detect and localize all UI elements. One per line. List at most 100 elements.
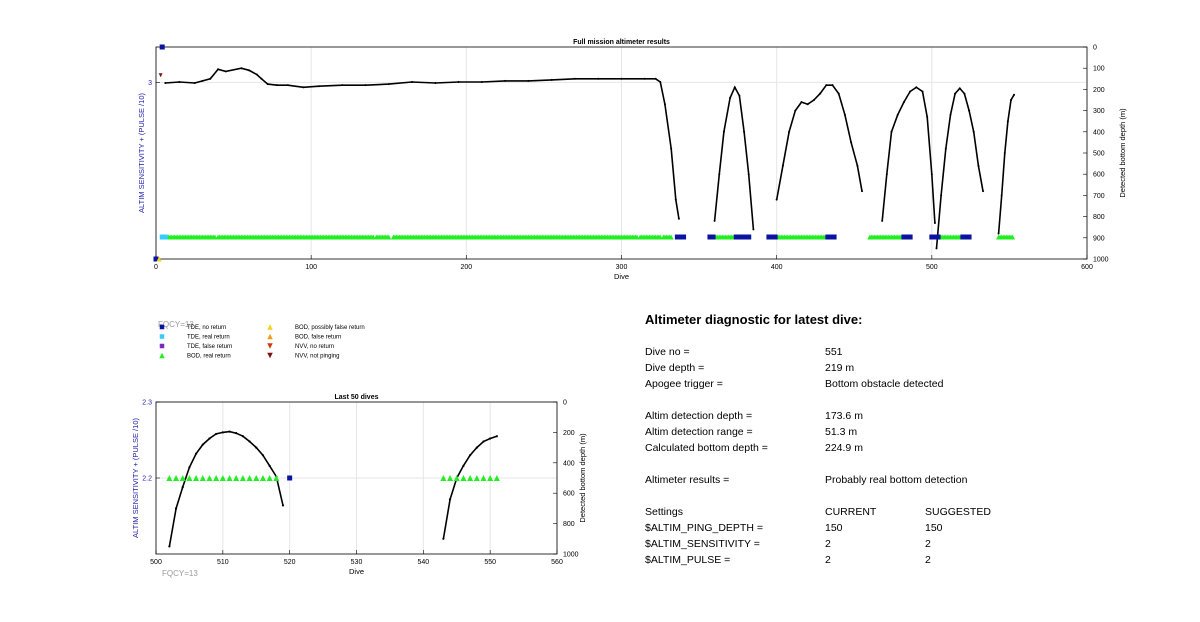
x-tick-label: 530	[351, 559, 363, 566]
depth-point	[670, 147, 673, 150]
y-left-tick-label: 3	[148, 80, 152, 87]
depth-point	[215, 432, 218, 436]
y-right-tick-label: 600	[1093, 172, 1105, 179]
depth-point	[480, 80, 483, 83]
x-tick-label: 550	[484, 559, 496, 566]
bod-real-return-marker	[460, 475, 467, 481]
depth-point	[317, 85, 320, 88]
depth-point	[1003, 152, 1006, 154]
setting-label: $ALTIM_PULSE =	[645, 554, 731, 566]
depth-point	[217, 68, 220, 71]
depth-point	[659, 80, 662, 83]
y-right-tick-label: 800	[1093, 214, 1105, 221]
settings-suggested-header: SUGGESTED	[925, 506, 991, 518]
setting-suggested: 2	[925, 554, 931, 566]
y-right-tick-label: 400	[563, 460, 575, 467]
bod-real-return-marker	[1010, 234, 1016, 240]
tde-no-return-marker	[746, 234, 752, 240]
bod-real-return-marker	[273, 475, 280, 481]
depth-point	[812, 99, 815, 101]
depth-point	[881, 219, 884, 222]
y-left-tick-label: 2.3	[142, 400, 152, 407]
depth-point	[885, 173, 888, 176]
depth-point	[302, 86, 305, 89]
depth-point	[442, 537, 445, 540]
legend-label: TDE, no return	[187, 325, 226, 331]
setting-suggested: 150	[925, 522, 943, 534]
depth-point	[201, 443, 204, 446]
diag-row-altimeter-results: Altimeter results = Probably real bottom…	[645, 474, 1165, 488]
y-right-tick-label: 100	[1093, 66, 1105, 73]
tde-no-return-marker	[681, 234, 687, 240]
bod-real-return-marker	[233, 475, 240, 481]
x-tick-label: 300	[616, 264, 628, 271]
depth-point	[268, 464, 271, 467]
diag-label: Dive depth =	[645, 362, 705, 374]
bod-real-return-marker	[173, 475, 180, 481]
bod-real-return-marker	[266, 475, 273, 481]
tde-no-return-marker	[287, 475, 293, 481]
depth-point	[248, 69, 251, 72]
legend-marker-triangle-up	[267, 324, 273, 330]
depth-point	[255, 446, 258, 449]
depth-point	[195, 452, 198, 455]
depth-series-line	[168, 430, 284, 547]
settings-header: Settings CURRENT SUGGESTED	[645, 506, 1165, 520]
depth-point	[550, 78, 553, 81]
nvv-not-pinging-marker	[158, 73, 163, 78]
depth-point	[775, 198, 778, 201]
x-tick-label: 100	[305, 264, 317, 271]
depth-point	[181, 486, 184, 489]
depth-point	[902, 101, 905, 104]
diag-row-detection-range: Altim detection range = 51.3 m	[645, 426, 1165, 440]
setting-suggested: 2	[925, 538, 931, 550]
depth-point	[193, 82, 196, 85]
depth-point	[915, 86, 918, 89]
diag-value: 51.3 m	[825, 426, 858, 438]
legend-marker-triangle-up	[159, 352, 165, 359]
x-tick-label: 540	[417, 559, 429, 566]
setting-current: 150	[825, 522, 843, 534]
diag-label: Dive no =	[645, 346, 690, 358]
depth-point	[921, 90, 924, 93]
bod-real-return-marker	[226, 475, 233, 481]
depth-point	[713, 219, 716, 222]
depth-point	[997, 232, 1000, 235]
tde-no-return-marker	[831, 234, 837, 240]
y-left-axis-label: ALTIM SENSITIVITY + (PULSE /10)	[137, 93, 146, 213]
legend-marker-triangle-down	[267, 343, 273, 349]
depth-point	[489, 437, 492, 440]
y-right-tick-label: 700	[1093, 193, 1105, 200]
depth-series-line	[997, 94, 1015, 234]
depth-point	[341, 84, 344, 87]
y-right-tick-label: 400	[1093, 129, 1105, 136]
depth-point	[260, 77, 263, 80]
depth-point	[733, 86, 736, 89]
setting-row-sensitivity: $ALTIM_SENSITIVITY = 2 2	[645, 538, 1165, 552]
bod-real-return-marker	[219, 475, 226, 481]
depth-point	[469, 454, 472, 457]
tde-no-return-marker	[159, 44, 165, 50]
depth-point	[174, 507, 178, 510]
setting-current: 2	[825, 554, 831, 566]
bod-real-return-marker	[213, 475, 220, 481]
y-right-tick-label: 200	[563, 430, 575, 437]
legend-label: BOD, real return	[187, 354, 231, 360]
depth-point	[806, 103, 809, 106]
diag-value: Bottom obstacle detected	[825, 378, 944, 390]
depth-point	[261, 454, 265, 457]
bod-real-return-marker	[253, 475, 260, 481]
bod-real-return-marker	[453, 475, 460, 481]
legend-marker-square	[159, 334, 165, 339]
depth-point	[597, 77, 600, 80]
depth-point	[968, 109, 971, 112]
tde-no-return-marker	[710, 234, 716, 240]
depth-point	[209, 77, 212, 80]
depth-point	[364, 84, 367, 87]
bod-real-return-marker	[199, 475, 206, 481]
depth-point	[825, 84, 828, 87]
depth-series-line	[775, 84, 863, 200]
chart-title: Last 50 dives	[335, 394, 379, 401]
tde-no-return-marker	[935, 234, 941, 240]
